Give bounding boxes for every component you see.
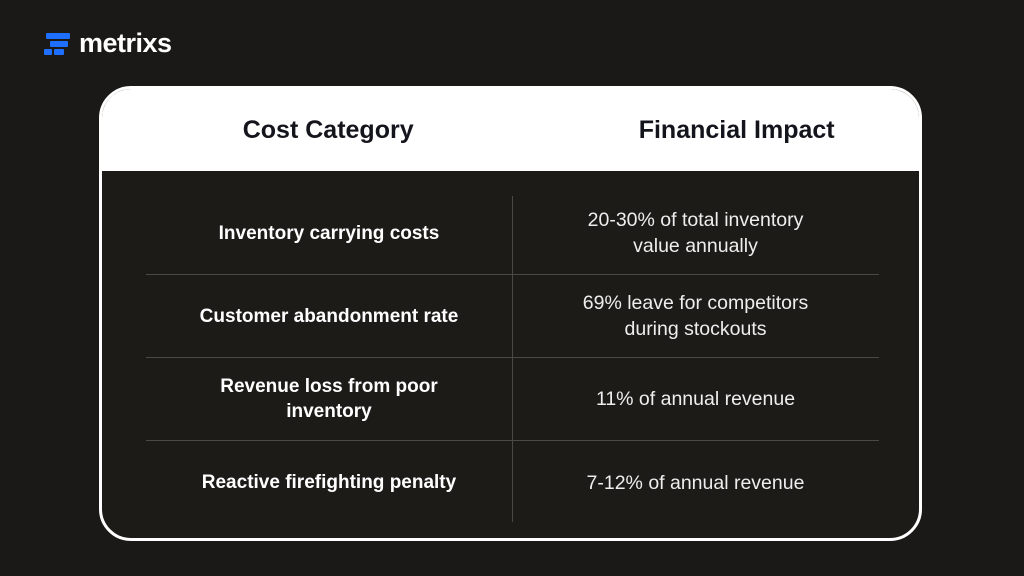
impact-cell: 11% of annual revenue (595, 388, 796, 410)
cost-table: Cost Category Financial Impact Inventory… (99, 86, 922, 541)
category-cell: Inventory carrying costs (218, 222, 440, 244)
category-cell: Revenue loss from poor inventory (220, 376, 438, 422)
table-row: Reactive firefighting penalty 7-12% of a… (146, 441, 879, 524)
column-divider (512, 196, 513, 522)
brand-logo: metrixs (44, 28, 172, 59)
category-cell: Reactive firefighting penalty (201, 472, 457, 493)
table-row: Revenue loss from poor inventory 11% of … (146, 358, 879, 441)
table-header: Cost Category Financial Impact (102, 89, 919, 171)
table-row: Inventory carrying costs 20-30% of total… (146, 192, 879, 275)
table-row: Customer abandonment rate 69% leave for … (146, 275, 879, 358)
header-cost-category: Cost Category (242, 115, 414, 144)
header-financial-impact: Financial Impact (638, 115, 835, 144)
impact-cell: 7-12% of annual revenue (586, 471, 805, 494)
logo-icon (44, 32, 72, 56)
brand-name: metrixs (79, 28, 172, 58)
impact-cell: 69% leave for competitors during stockou… (582, 292, 809, 340)
impact-cell: 20-30% of total inventory value annually (587, 209, 804, 257)
category-cell: Customer abandonment rate (199, 305, 459, 327)
